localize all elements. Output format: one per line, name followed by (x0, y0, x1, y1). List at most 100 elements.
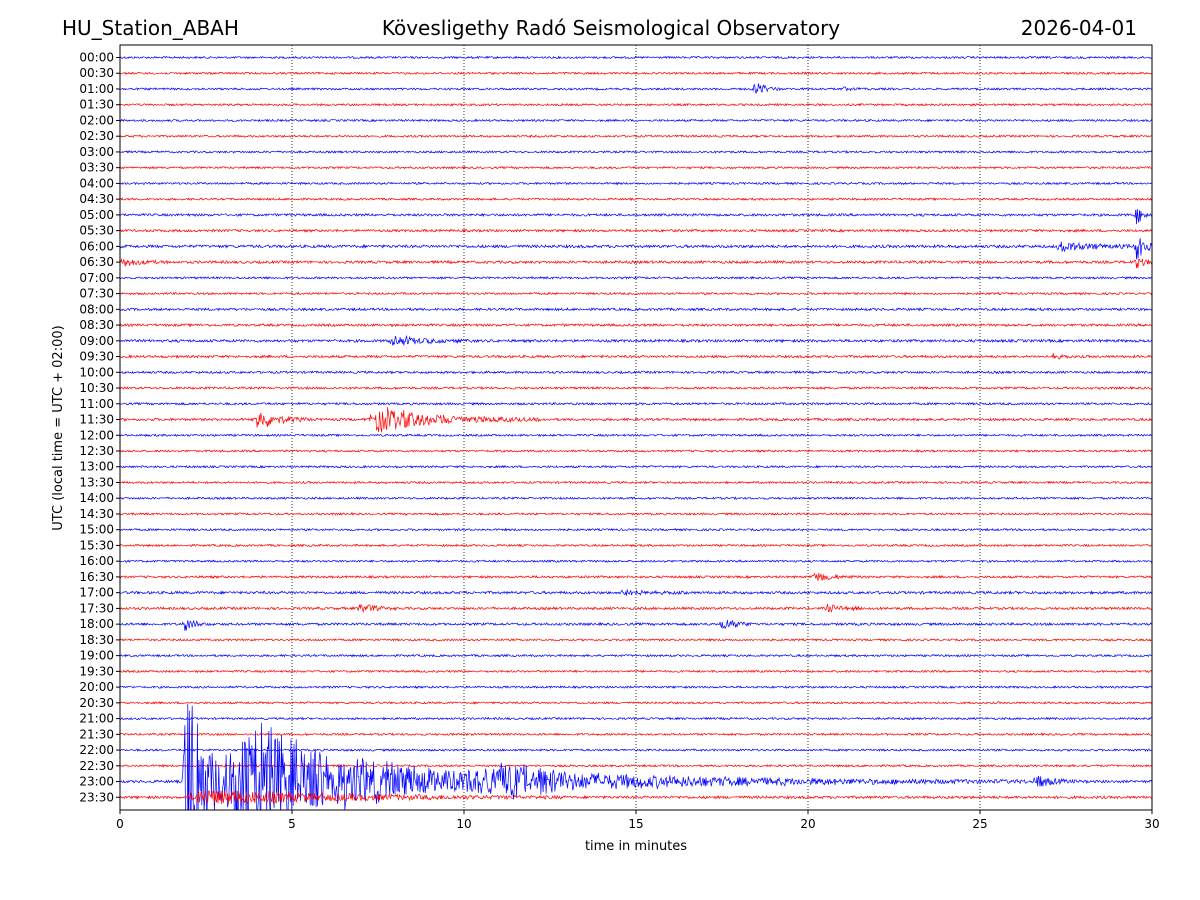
trace-0730 (120, 291, 1152, 296)
y-tick-label: 05:00 (79, 208, 114, 222)
trace-1400 (120, 496, 1152, 501)
trace-0500 (120, 208, 1152, 225)
trace-1200 (120, 433, 1152, 438)
trace-0830 (120, 322, 1152, 328)
trace-0300 (120, 149, 1152, 154)
trace-1900 (120, 653, 1152, 658)
y-tick-label: 08:30 (79, 318, 114, 332)
y-tick-label: 10:00 (79, 365, 114, 379)
y-tick-label: 16:30 (79, 570, 114, 584)
trace-0700 (120, 275, 1152, 280)
y-tick-label: 11:30 (79, 413, 114, 427)
y-tick-label: 00:30 (79, 66, 114, 80)
y-tick-label: 12:30 (79, 444, 114, 458)
trace-2300 (120, 703, 1152, 810)
y-tick-label: 03:30 (79, 161, 114, 175)
y-tick-label: 21:30 (79, 727, 114, 741)
y-tick-label: 00:00 (79, 51, 114, 65)
y-tick-label: 14:30 (79, 507, 114, 521)
y-tick-label: 01:00 (79, 82, 114, 96)
y-tick-label: 02:30 (79, 129, 114, 143)
x-tick-label: 5 (288, 817, 296, 831)
trace-0900 (120, 334, 1152, 346)
trace-2330 (120, 790, 1152, 805)
y-tick-label: 22:00 (79, 743, 114, 757)
trace-1000 (120, 370, 1152, 375)
y-tick-label: 21:00 (79, 712, 114, 726)
y-tick-label: 22:30 (79, 759, 114, 773)
y-tick-label: 03:00 (79, 145, 114, 159)
trace-2200 (120, 748, 1152, 752)
y-tick-label: 14:00 (79, 491, 114, 505)
x-axis-label: time in minutes (585, 839, 687, 854)
trace-1600 (120, 559, 1152, 564)
y-tick-label: 09:30 (79, 350, 114, 364)
grid-layer (291, 45, 981, 810)
trace-1930 (120, 669, 1152, 674)
y-tick-label: 18:00 (79, 617, 114, 631)
y-tick-label: 19:00 (79, 649, 114, 663)
trace-0000 (120, 55, 1152, 60)
trace-2100 (120, 716, 1152, 721)
y-tick-label: 07:30 (79, 287, 114, 301)
trace-1030 (120, 385, 1152, 391)
trace-1330 (120, 480, 1152, 485)
trace-1730 (120, 603, 1152, 614)
x-tick-label: 0 (116, 817, 124, 831)
chart-title: Kövesligethy Radó Seismological Observat… (382, 16, 840, 40)
trace-1230 (120, 449, 1152, 453)
y-tick-label: 07:00 (79, 271, 114, 285)
x-tick-label: 25 (972, 817, 987, 831)
trace-2000 (120, 685, 1152, 689)
y-tick-label: 17:00 (79, 586, 114, 600)
y-tick-label: 15:00 (79, 523, 114, 537)
trace-2030 (120, 700, 1152, 705)
trace-0930 (120, 352, 1152, 360)
trace-1130 (120, 407, 1152, 433)
trace-0330 (120, 165, 1152, 170)
trace-0630 (120, 258, 1152, 269)
trace-1630 (120, 572, 1152, 581)
y-tick-label: 23:30 (79, 790, 114, 804)
trace-1530 (120, 543, 1152, 548)
trace-1430 (120, 512, 1152, 516)
trace-1300 (120, 464, 1152, 469)
trace-0030 (120, 71, 1152, 76)
y-tick-label: 20:30 (79, 696, 114, 710)
y-tick-label: 20:00 (79, 680, 114, 694)
x-tick-label: 15 (628, 817, 643, 831)
trace-2130 (120, 732, 1152, 737)
date-label: 2026-04-01 (1021, 16, 1137, 40)
y-tick-label: 15:30 (79, 538, 114, 552)
y-tick-label: 16:00 (79, 554, 114, 568)
trace-0200 (120, 118, 1152, 123)
x-axis-ticks: 0 5 10 15 20 25 30 (116, 810, 1160, 831)
y-tick-label: 04:30 (79, 192, 114, 206)
y-tick-label: 01:30 (79, 98, 114, 112)
y-tick-label: 19:30 (79, 664, 114, 678)
y-tick-label: 08:00 (79, 302, 114, 316)
y-tick-label: 04:00 (79, 176, 114, 190)
traces-layer (120, 55, 1152, 810)
trace-0800 (120, 307, 1152, 312)
station-label: HU_Station_ABAH (62, 16, 239, 40)
trace-0430 (120, 197, 1152, 202)
y-tick-label: 10:30 (79, 381, 114, 395)
trace-0130 (120, 102, 1152, 107)
y-tick-label: 06:30 (79, 255, 114, 269)
trace-0400 (120, 181, 1152, 186)
y-tick-label: 18:30 (79, 633, 114, 647)
trace-0600 (120, 238, 1152, 260)
x-tick-label: 30 (1144, 817, 1159, 831)
trace-0100 (120, 83, 1152, 94)
trace-0230 (120, 134, 1152, 139)
trace-1830 (120, 637, 1152, 642)
trace-0530 (120, 228, 1152, 233)
y-tick-label: 06:00 (79, 239, 114, 253)
y-tick-label: 23:00 (79, 775, 114, 789)
y-tick-label: 13:30 (79, 475, 114, 489)
y-tick-label: 09:00 (79, 334, 114, 348)
trace-1100 (120, 401, 1152, 406)
